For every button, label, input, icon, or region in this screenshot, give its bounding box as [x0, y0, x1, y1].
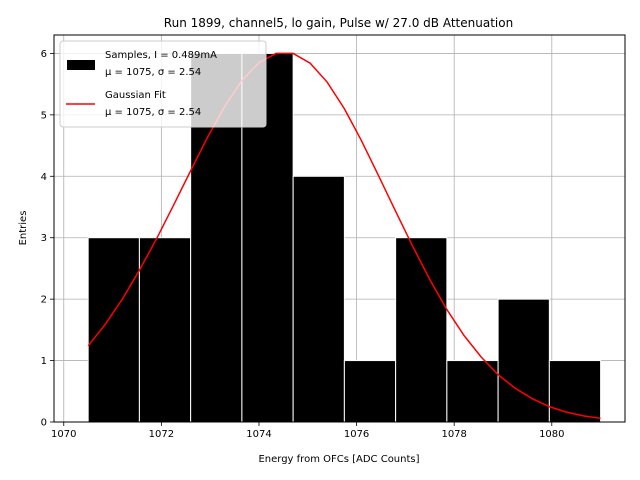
legend-box	[59, 40, 267, 128]
y-tick-label: 2	[41, 295, 47, 306]
plot-frame	[53, 34, 626, 423]
legend-label-samples: Samples, I = 0.489mA	[105, 50, 217, 61]
y-tick-label: 3	[41, 233, 47, 244]
histogram-bar	[497, 298, 550, 423]
legend: Samples, I = 0.489mA μ = 1075, σ = 2.54 …	[59, 40, 267, 128]
histogram-bar	[343, 360, 397, 423]
legend-stats-gaussian-fit: μ = 1075, σ = 2.54	[105, 107, 201, 118]
chart-title: Run 1899, channel5, lo gain, Pulse w/ 27…	[164, 16, 513, 30]
histogram-bar	[395, 237, 448, 423]
x-tick-label: 1074	[246, 429, 271, 440]
x-axis-ticks: 1070 1072 1074 1076 1078 1080	[51, 422, 565, 440]
y-tick-label: 4	[41, 172, 47, 183]
gaussian-fit-layer	[87, 52, 601, 420]
y-tick-label: 6	[41, 49, 47, 60]
x-tick-label: 1076	[344, 429, 369, 440]
x-axis-label: Energy from OFCs [ADC Counts]	[258, 454, 419, 465]
x-tick-label: 1078	[441, 429, 466, 440]
gaussian-fit-line	[87, 52, 601, 420]
y-axis-ticks: 0 1 2 3 4 5 6	[41, 49, 54, 429]
histogram-bar	[87, 237, 140, 423]
histogram-bar	[548, 360, 602, 423]
x-tick-label: 1070	[51, 429, 76, 440]
y-tick-label: 5	[41, 110, 47, 121]
histogram-bar	[138, 237, 192, 423]
x-tick-label: 1080	[539, 429, 564, 440]
x-tick-label: 1072	[149, 429, 174, 440]
y-axis-label: Entries	[18, 211, 29, 246]
histogram-bar	[446, 360, 499, 423]
legend-stats-samples: μ = 1075, σ = 2.54	[105, 67, 201, 78]
histogram-bar	[292, 175, 345, 423]
legend-swatch-samples	[67, 60, 95, 70]
y-tick-label: 1	[41, 356, 47, 367]
y-tick-label: 0	[41, 418, 47, 429]
legend-label-gaussian-fit: Gaussian Fit	[105, 90, 166, 101]
